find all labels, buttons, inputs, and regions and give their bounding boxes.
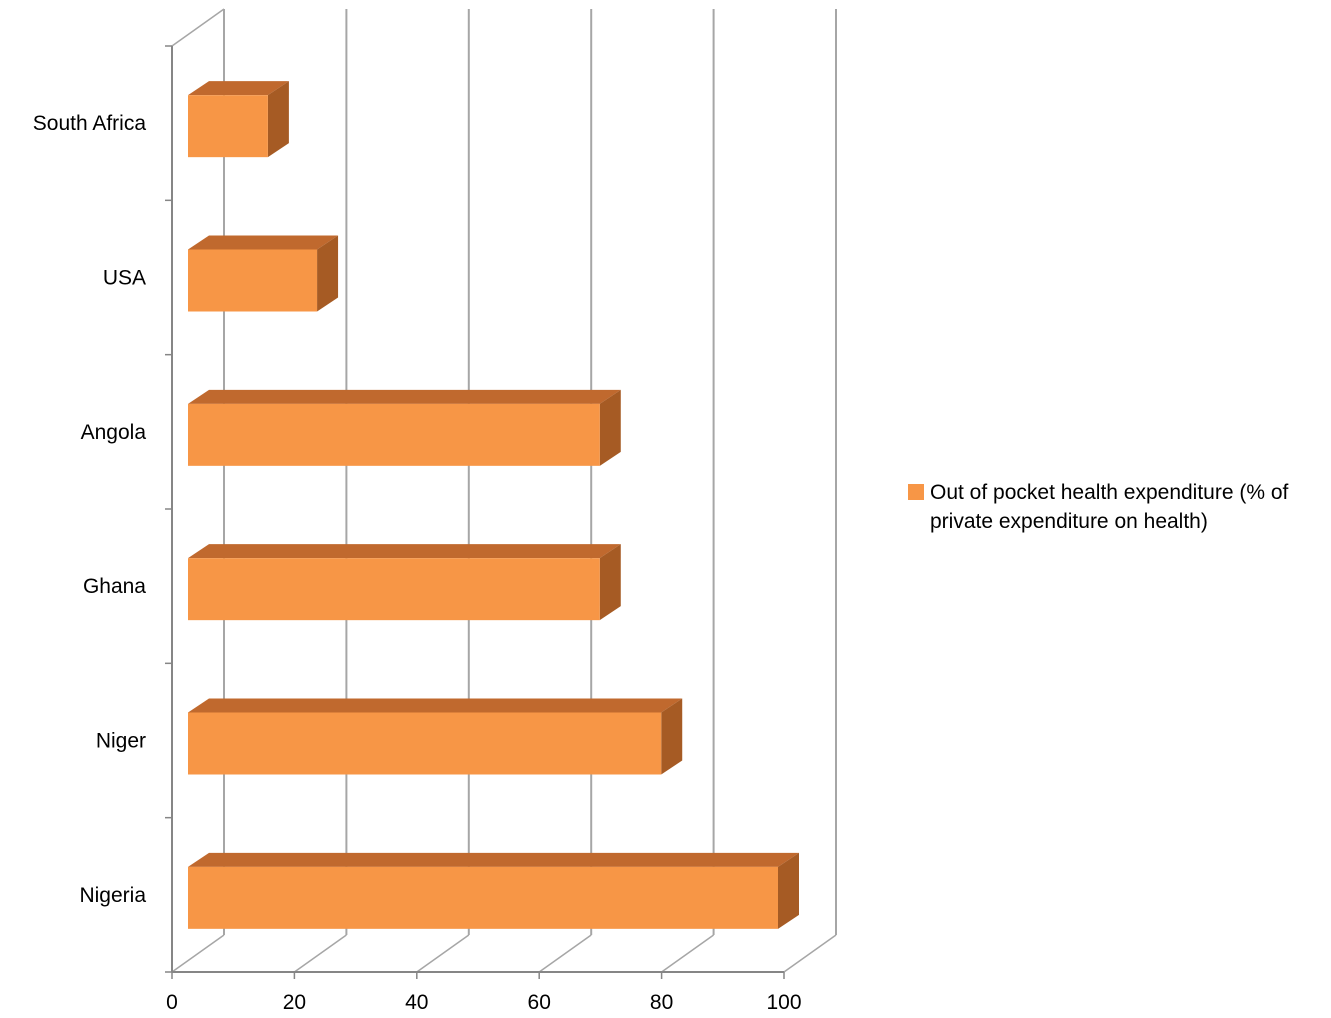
bar-front-face [188, 712, 662, 775]
bar-top-face [188, 389, 621, 404]
x-tick-label: 40 [405, 991, 428, 1014]
x-tick-label: 80 [650, 991, 673, 1014]
y-tick-label: Angola [81, 421, 147, 444]
bar-front-face [188, 249, 318, 312]
bar-side-face [317, 235, 339, 312]
x-tick-label: 20 [283, 991, 306, 1014]
floor-line [661, 934, 715, 973]
x-tick-label: 60 [528, 991, 551, 1014]
bar-top-face [188, 235, 339, 250]
bar-side-face [267, 81, 289, 158]
bar-side-face [599, 544, 621, 621]
legend-swatch [908, 484, 924, 500]
bar-angola [188, 389, 621, 466]
bar-top-face [188, 698, 683, 713]
legend: Out of pocket health expenditure (% of p… [908, 478, 1328, 536]
bar-nigeria [188, 852, 799, 929]
floor-line [538, 934, 592, 973]
x-tick-label: 0 [166, 991, 178, 1014]
y-tick-label: South Africa [33, 112, 147, 135]
bar-top-face [188, 852, 799, 867]
bar-south-africa [188, 81, 289, 158]
bars [188, 81, 799, 929]
y-tick-label: USA [103, 267, 146, 290]
bar-front-face [188, 866, 778, 929]
wall-edge [171, 8, 225, 47]
floor-line [416, 934, 470, 973]
floor-line [783, 934, 837, 973]
bar-ghana [188, 544, 621, 621]
grid-lines [171, 8, 837, 973]
bar-niger [188, 698, 683, 775]
legend-label: Out of pocket health expenditure (% of p… [930, 481, 1289, 533]
bar-side-face [599, 389, 621, 466]
floor-line [293, 934, 347, 973]
y-tick-label: Ghana [83, 575, 146, 598]
bar-top-face [188, 81, 289, 96]
bar-usa [188, 235, 339, 312]
x-tick-label: 100 [766, 991, 801, 1014]
bar-side-face [661, 698, 683, 775]
bar-front-face [188, 558, 600, 621]
axes [165, 45, 785, 979]
bar-front-face [188, 403, 600, 466]
floor-line [171, 934, 225, 973]
bar-side-face [778, 852, 799, 929]
bar-front-face [188, 95, 268, 158]
y-tick-label: Nigeria [79, 884, 146, 907]
bar-top-face [188, 544, 621, 559]
tick-labels: 0 20 40 60 80 100 South Africa USA Angola Ghana Ni… [33, 112, 802, 1014]
y-tick-label: Niger [96, 730, 146, 753]
